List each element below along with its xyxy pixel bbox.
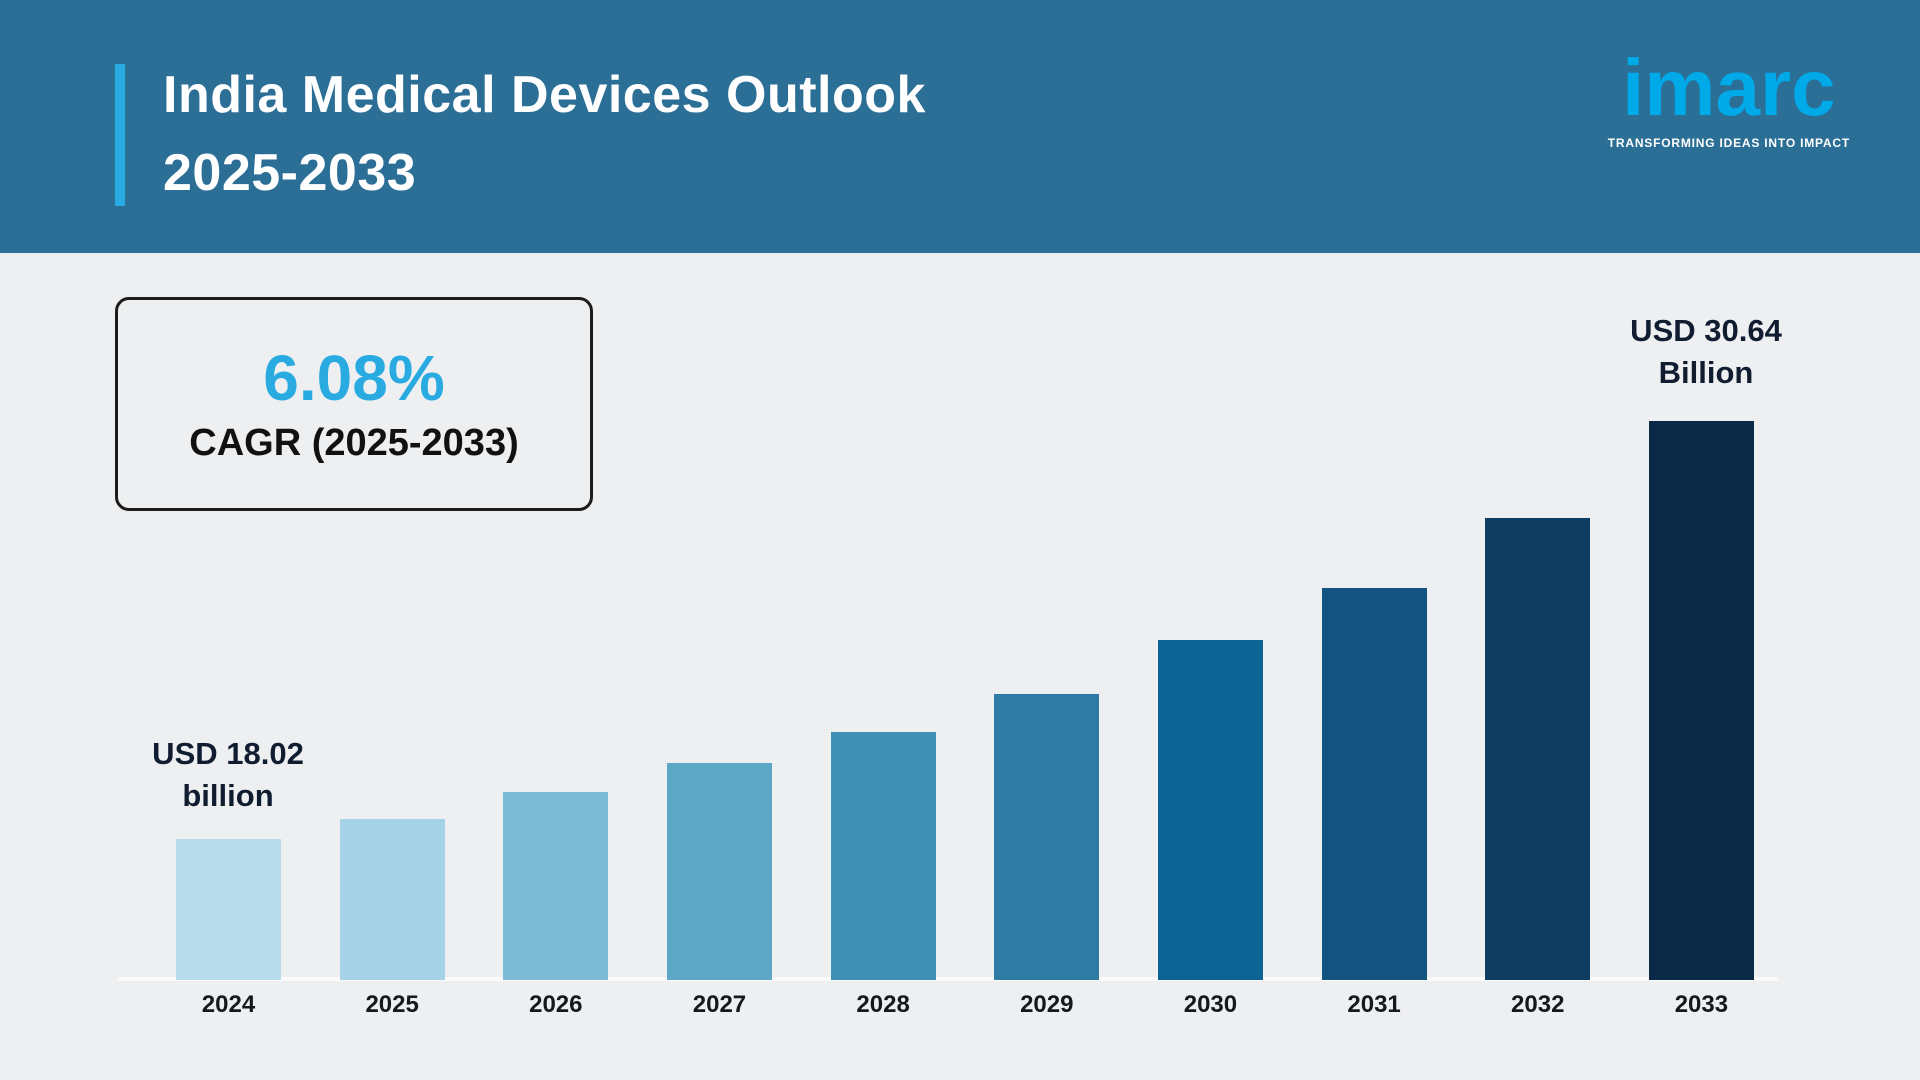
bar-2027 xyxy=(666,762,772,980)
bar-chart: 2024 2025 2026 2027 2028 2029 2030 2031 2032 2033 xyxy=(176,420,1754,1018)
x-axis-label-2031: 2031 xyxy=(1347,990,1401,1018)
x-axis-label-2027: 2027 xyxy=(692,990,747,1018)
page-title: India Medical Devices Outlook 2025-2033 xyxy=(163,56,926,212)
x-axis-label-2029: 2029 xyxy=(1020,990,1074,1018)
first-bar-value-line-2: billion xyxy=(182,777,274,813)
bar-column-2029: 2029 xyxy=(994,693,1100,1018)
bar-column-2031: 2031 xyxy=(1321,587,1427,1018)
x-axis-label-2024: 2024 xyxy=(201,990,256,1018)
title-accent-bar xyxy=(115,64,125,206)
bar-column-2028: 2028 xyxy=(830,731,936,1018)
last-bar-value-label: USD 30.64 Billion xyxy=(1630,310,1782,394)
x-axis-label-2025: 2025 xyxy=(365,990,419,1018)
cagr-value: 6.08% xyxy=(263,342,445,415)
bar-2032 xyxy=(1485,517,1591,980)
last-bar-value-line-2: Billion xyxy=(1658,354,1754,390)
imarc-logo-tagline: TRANSFORMING IDEAS INTO IMPACT xyxy=(1607,136,1850,150)
bar-2024 xyxy=(176,838,281,980)
x-axis-label-2028: 2028 xyxy=(856,990,910,1018)
x-axis-label-2026: 2026 xyxy=(529,990,583,1018)
imarc-logo-wordmark: imarc xyxy=(1622,43,1836,132)
bar-column-2027: 2027 xyxy=(666,762,772,1018)
first-bar-value-line-1: USD 18.02 xyxy=(152,736,304,771)
header-banner: India Medical Devices Outlook 2025-2033 i… xyxy=(0,0,1920,253)
bar-2030 xyxy=(1157,639,1263,980)
bar-column-2033: 2033 xyxy=(1648,420,1754,1018)
bar-column-2032: 2032 xyxy=(1485,517,1591,1018)
bar-column-2030: 2030 xyxy=(1157,639,1263,1018)
bar-2026 xyxy=(503,791,609,980)
cagr-box: 6.08% CAGR (2025-2033) xyxy=(115,297,593,511)
page-title-line-2: 2025-2033 xyxy=(163,144,417,202)
imarc-logo: imarc TRANSFORMING IDEAS INTO IMPACT xyxy=(1607,43,1850,151)
bar-2028 xyxy=(830,731,936,980)
bar-2031 xyxy=(1321,587,1427,980)
bar-column-2024: 2024 xyxy=(176,838,281,1018)
bar-column-2025: 2025 xyxy=(339,818,445,1018)
x-axis-line xyxy=(118,977,1778,981)
bar-2033 xyxy=(1648,420,1754,980)
x-axis-label-2030: 2030 xyxy=(1183,990,1238,1018)
x-axis-label-2033: 2033 xyxy=(1674,990,1729,1018)
last-bar-value-line-1: USD 30.64 xyxy=(1630,313,1782,348)
cagr-label: CAGR (2025-2033) xyxy=(189,421,519,464)
bar-2025 xyxy=(339,818,445,980)
page-title-line-1: India Medical Devices Outlook xyxy=(163,66,926,124)
bar-2029 xyxy=(994,693,1100,980)
bar-column-2026: 2026 xyxy=(503,791,609,1018)
x-axis-label-2032: 2032 xyxy=(1511,990,1565,1018)
first-bar-value-label: USD 18.02 billion xyxy=(152,733,304,817)
